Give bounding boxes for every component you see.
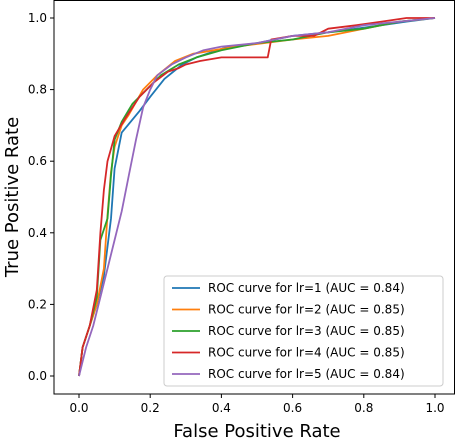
legend-label: ROC curve for lr=4 (AUC = 0.85) bbox=[208, 346, 405, 360]
plot-area bbox=[53, 0, 455, 395]
y-tick-label: 1.0 bbox=[28, 11, 47, 25]
y-tick-label: 0.0 bbox=[28, 369, 47, 383]
x-axis-title: False Positive Rate bbox=[173, 421, 340, 440]
legend-label: ROC curve for lr=5 (AUC = 0.84) bbox=[208, 367, 405, 381]
x-axis-ticks: 0.0 0.2 0.4 0.6 0.8 1.0 bbox=[69, 394, 445, 415]
x-tick-label: 0.2 bbox=[141, 401, 160, 415]
legend-label: ROC curve for lr=1 (AUC = 0.84) bbox=[208, 281, 405, 295]
y-tick-label: 0.6 bbox=[28, 154, 47, 168]
plot-frame bbox=[53, 0, 455, 395]
y-axis-title: True Positive Rate bbox=[2, 117, 23, 278]
x-tick-label: 0.4 bbox=[212, 401, 231, 415]
legend-label: ROC curve for lr=2 (AUC = 0.85) bbox=[208, 303, 405, 317]
series-layer bbox=[78, 17, 436, 377]
series-line-lr-4 bbox=[78, 17, 435, 377]
legend: ROC curve for lr=1 (AUC = 0.84) ROC curve… bbox=[163, 275, 444, 387]
y-axis-ticks: 0.0 0.2 0.4 0.6 0.8 1.0 bbox=[28, 11, 54, 383]
legend-label: ROC curve for lr=3 (AUC = 0.85) bbox=[208, 324, 405, 338]
series-line-lr-2 bbox=[78, 17, 436, 377]
x-tick-label: 0.8 bbox=[354, 401, 373, 415]
y-tick-label: 0.2 bbox=[28, 297, 47, 311]
y-tick-label: 0.4 bbox=[28, 226, 47, 240]
x-tick-label: 0.0 bbox=[69, 401, 88, 415]
y-tick-label: 0.8 bbox=[28, 83, 47, 97]
legend-box bbox=[163, 275, 444, 387]
x-tick-label: 1.0 bbox=[425, 401, 444, 415]
series-line-lr-5 bbox=[78, 17, 436, 377]
x-tick-label: 0.6 bbox=[283, 401, 302, 415]
